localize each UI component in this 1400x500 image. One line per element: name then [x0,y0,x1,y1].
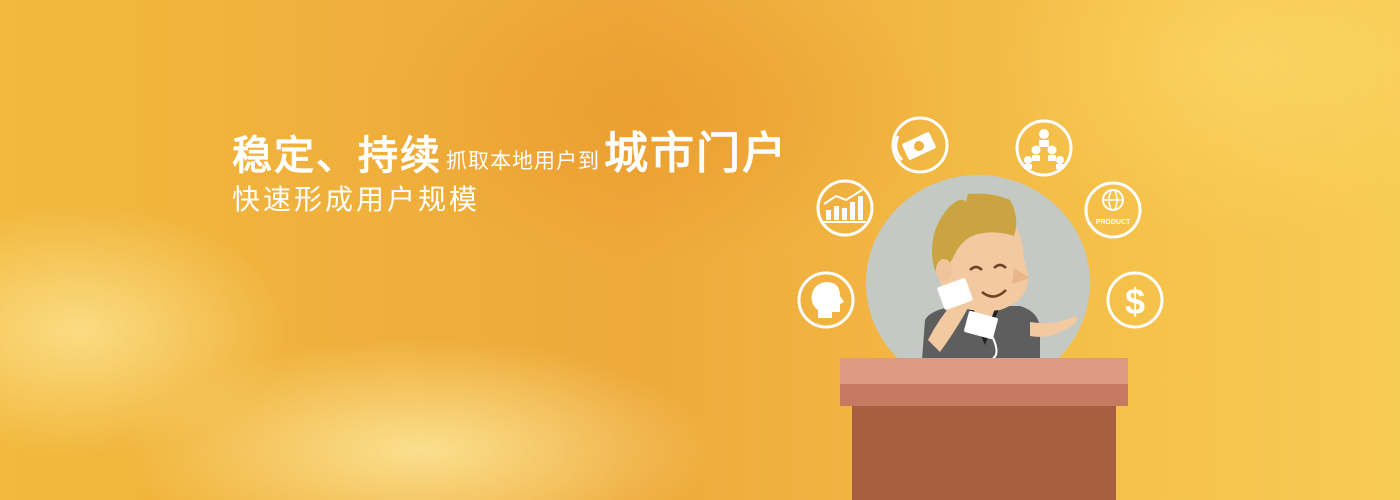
headline-line-1: 稳定、持续 抓取本地用户到 城市门户 [232,128,788,179]
user-head-icon [797,271,855,329]
organization-icon [1015,119,1073,177]
illustration: PRODUCT $ [797,116,1164,500]
dollar-icon: $ [1106,271,1164,329]
product-label: PRODUCT [1096,219,1131,226]
headline-part-3: 城市门户 [604,128,788,179]
headline: 稳定、持续 抓取本地用户到 城市门户 快速形成用户规模 [232,132,788,214]
headline-part-2: 抓取本地用户到 [446,149,600,173]
dollar-symbol: $ [1125,281,1145,322]
globe-product-icon: PRODUCT [1084,181,1142,239]
person-figure [922,193,1077,361]
headline-line-2: 快速形成用户规模 [232,183,481,216]
headline-part-1: 稳定、持续 [232,133,442,179]
podium [840,358,1128,500]
growth-chart-icon [816,179,874,237]
money-icon [891,116,949,174]
